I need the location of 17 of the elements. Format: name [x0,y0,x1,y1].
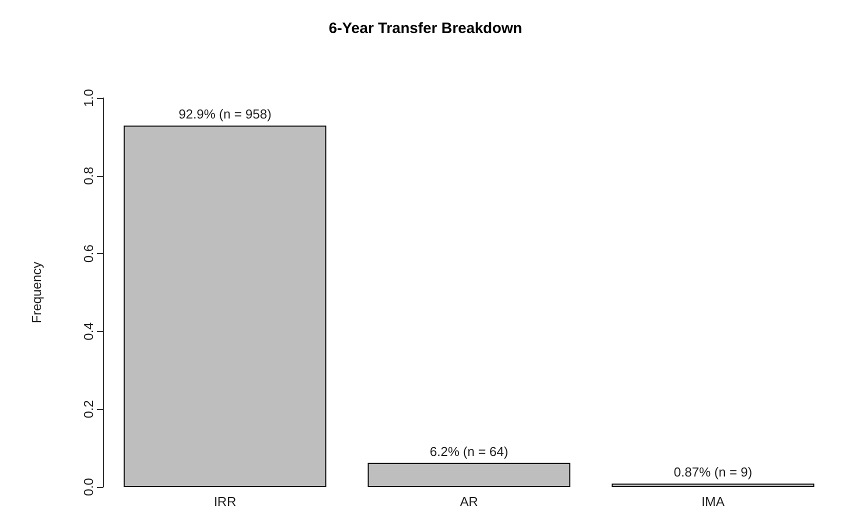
y-axis-title: Frequency [29,261,44,324]
y-tick-label: 0.4 [81,322,96,340]
bar [612,484,814,487]
x-tick-label: AR [460,494,478,509]
x-tick-label: IRR [214,494,236,509]
chart-title: 6-Year Transfer Breakdown [328,20,522,37]
y-tick-label: 0.8 [81,166,96,185]
data-label: 0.87% (n = 9) [674,464,752,480]
y-tick-label: 0.6 [81,244,96,263]
y-tick-label: 0.0 [81,478,96,496]
x-tick-label: IMA [701,494,725,509]
y-tick-label: 1.0 [81,88,96,108]
y-tick-label: 0.2 [81,400,96,418]
data-label: 6.2% (n = 64) [430,444,508,459]
data-label: 92.9% (n = 958) [178,106,272,122]
bar [368,462,570,487]
bar [124,126,326,487]
